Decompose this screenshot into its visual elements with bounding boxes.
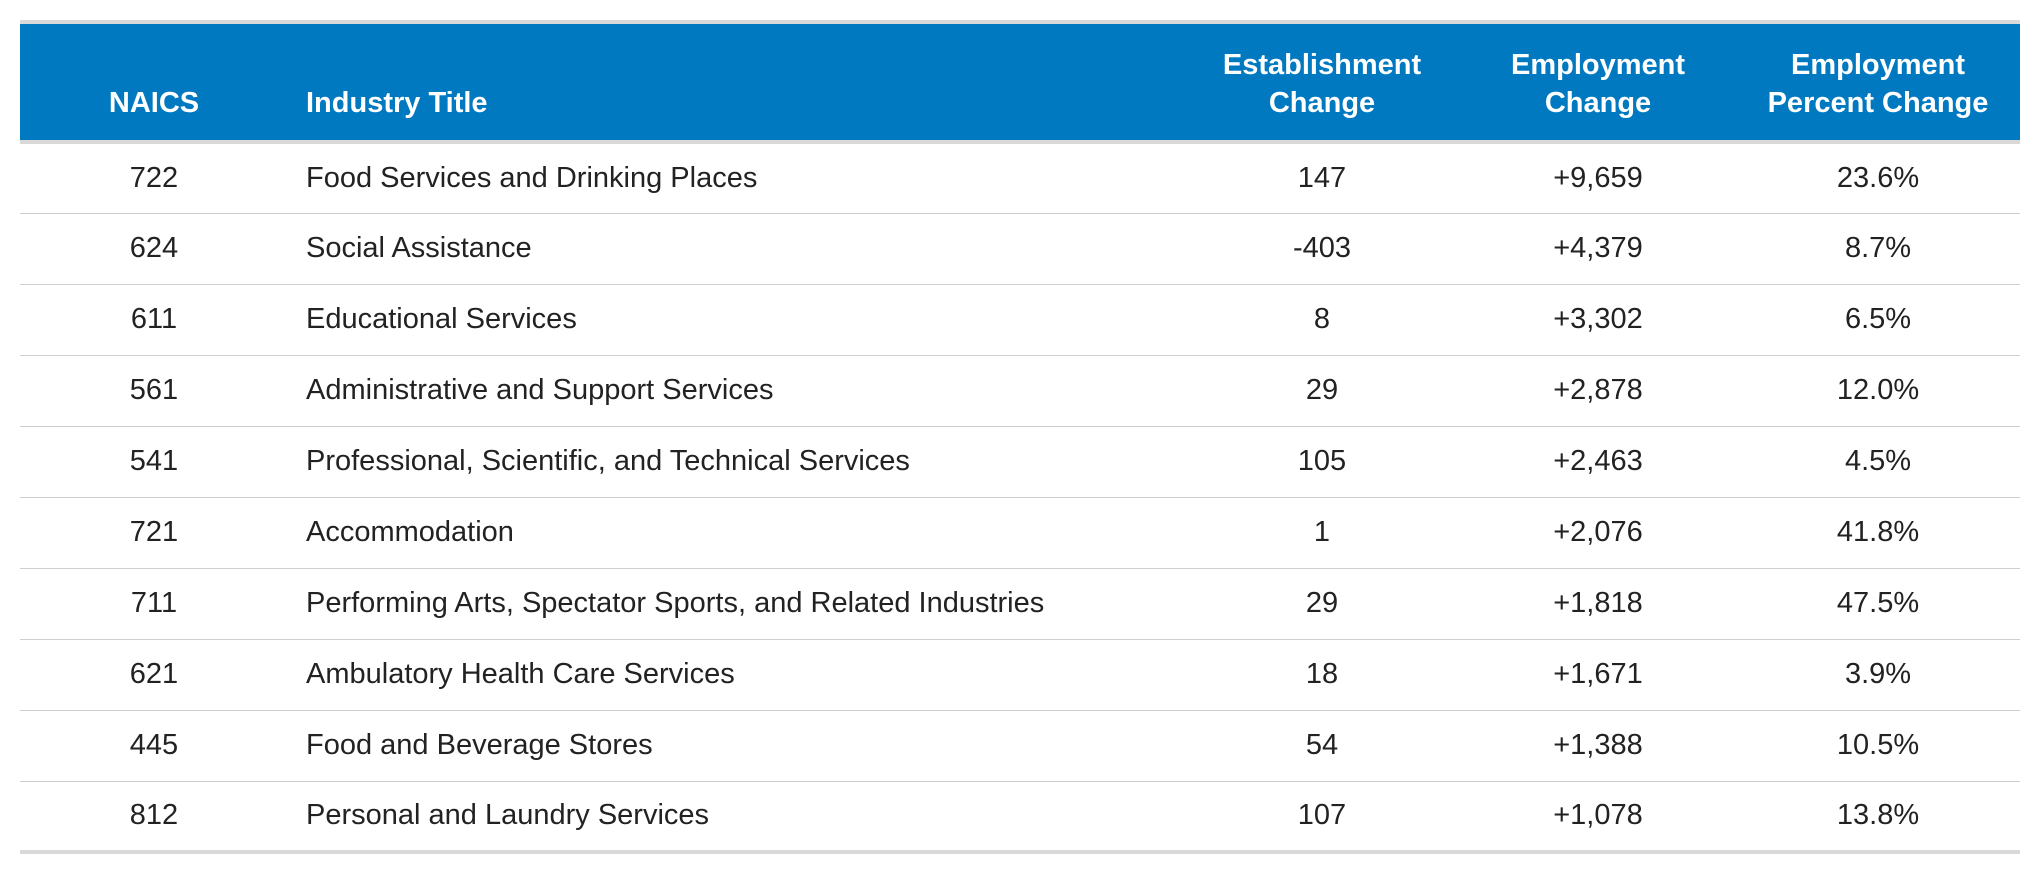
header-employment-change-line-1: Employment — [1510, 49, 1686, 81]
cell-establishment-change: 29 — [1184, 354, 1460, 426]
header-employment-percent-change: Employment Percent Change — [1736, 22, 2020, 144]
cell-establishment-change: 1 — [1184, 496, 1460, 568]
table-row: 541 Professional, Scientific, and Techni… — [20, 425, 2020, 497]
cell-percent-change: 12.0% — [1736, 354, 2020, 426]
cell-industry-title: Food Services and Drinking Places — [306, 161, 758, 194]
table-row: 711 Performing Arts, Spectator Sports, a… — [20, 567, 2020, 639]
cell-employment-change: +1,818 — [1460, 567, 1736, 639]
cell-percent-change: 13.8% — [1736, 780, 2020, 852]
table-row: 624 Social Assistance -403 +4,379 8.7% — [20, 212, 2020, 284]
cell-establishment-change: 105 — [1184, 425, 1460, 497]
cell-naics: 624 — [20, 212, 288, 284]
cell-naics: 812 — [20, 780, 288, 852]
header-industry-title-line-1: Industry Title — [306, 87, 488, 119]
header-employment-change-line-2: Change — [1544, 87, 1652, 119]
header-naics: NAICS — [20, 22, 288, 144]
cell-establishment-change: 54 — [1184, 709, 1460, 781]
cell-industry-title: Personal and Laundry Services — [288, 780, 1184, 852]
cell-employment-change: +4,379 — [1460, 212, 1736, 284]
cell-industry-title: Performing Arts, Spectator Sports, and R… — [288, 567, 1184, 639]
header-establishment-change-line-2: Change — [1268, 87, 1376, 119]
cell-percent-change: 3.9% — [1736, 638, 2020, 710]
cell-industry-title: Administrative and Support Services — [288, 354, 1184, 426]
cell-naics: 541 — [20, 425, 288, 497]
header-row: NAICS Industry Title Establishment Chang… — [20, 22, 2020, 144]
cell-employment-change: +3,302 — [1460, 283, 1736, 355]
cell-employment-change: +1,388 — [1460, 709, 1736, 781]
cell-establishment-change: -403 — [1184, 212, 1460, 284]
cell-industry-title: Ambulatory Health Care Services — [288, 638, 1184, 710]
cell-establishment-change: 147 — [1297, 161, 1347, 194]
header-naics-line-1: NAICS — [108, 87, 200, 119]
cell-naics: 561 — [20, 354, 288, 426]
cell-industry-title: Accommodation — [288, 496, 1184, 568]
header-establishment-change: Establishment Change — [1184, 22, 1460, 144]
cell-percent-change: 41.8% — [1736, 496, 2020, 568]
cell-percent-change: 23.6% — [1836, 161, 1920, 194]
table-row: 621 Ambulatory Health Care Services 18 +… — [20, 638, 2020, 710]
header-establishment-change-line-1: Establishment — [1222, 49, 1422, 81]
cell-establishment-change: 29 — [1184, 567, 1460, 639]
table-row: 722 Food Services and Drinking Places 14… — [20, 142, 2020, 213]
cell-industry-title: Professional, Scientific, and Technical … — [288, 425, 1184, 497]
table-row: 561 Administrative and Support Services … — [20, 354, 2020, 426]
cell-employment-change: +1,078 — [1460, 780, 1736, 852]
cell-establishment-change: 18 — [1184, 638, 1460, 710]
cell-percent-change: 6.5% — [1736, 283, 2020, 355]
table-body: 722 Food Services and Drinking Places 14… — [20, 142, 2020, 852]
cell-percent-change: 4.5% — [1736, 425, 2020, 497]
cell-establishment-change: 107 — [1184, 780, 1460, 852]
cell-industry-title: Social Assistance — [288, 212, 1184, 284]
cell-employment-change: +1,671 — [1460, 638, 1736, 710]
cell-naics: 722 — [129, 161, 179, 194]
cell-employment-change: +2,076 — [1460, 496, 1736, 568]
cell-percent-change: 47.5% — [1736, 567, 2020, 639]
cell-naics: 611 — [20, 283, 288, 355]
cell-percent-change: 8.7% — [1736, 212, 2020, 284]
cell-percent-change: 10.5% — [1736, 709, 2020, 781]
cell-naics: 711 — [20, 567, 288, 639]
cell-naics: 621 — [20, 638, 288, 710]
table-row: 812 Personal and Laundry Services 107 +1… — [20, 780, 2020, 852]
table-row: 721 Accommodation 1 +2,076 41.8% — [20, 496, 2020, 568]
cell-employment-change: +2,878 — [1460, 354, 1736, 426]
industry-table-container: NAICS Industry Title Establishment Chang… — [20, 20, 2020, 854]
cell-industry-title: Educational Services — [288, 283, 1184, 355]
cell-industry-title: Food and Beverage Stores — [288, 709, 1184, 781]
cell-naics: 445 — [20, 709, 288, 781]
header-employment-percent-change-line-2: Percent Change — [1767, 87, 1989, 119]
header-employment-change: Employment Change — [1460, 22, 1736, 144]
header-industry-title: Industry Title — [288, 22, 1184, 144]
cell-employment-change: +2,463 — [1460, 425, 1736, 497]
table-row: 445 Food and Beverage Stores 54 +1,388 1… — [20, 709, 2020, 781]
cell-naics: 721 — [20, 496, 288, 568]
header-employment-percent-change-line-1: Employment — [1790, 49, 1966, 81]
cell-establishment-change: 8 — [1184, 283, 1460, 355]
table-row: 611 Educational Services 8 +3,302 6.5% — [20, 283, 2020, 355]
industry-employment-table: NAICS Industry Title Establishment Chang… — [20, 20, 2020, 854]
table-header: NAICS Industry Title Establishment Chang… — [20, 22, 2020, 144]
cell-employment-change: +9,659 — [1553, 161, 1643, 194]
